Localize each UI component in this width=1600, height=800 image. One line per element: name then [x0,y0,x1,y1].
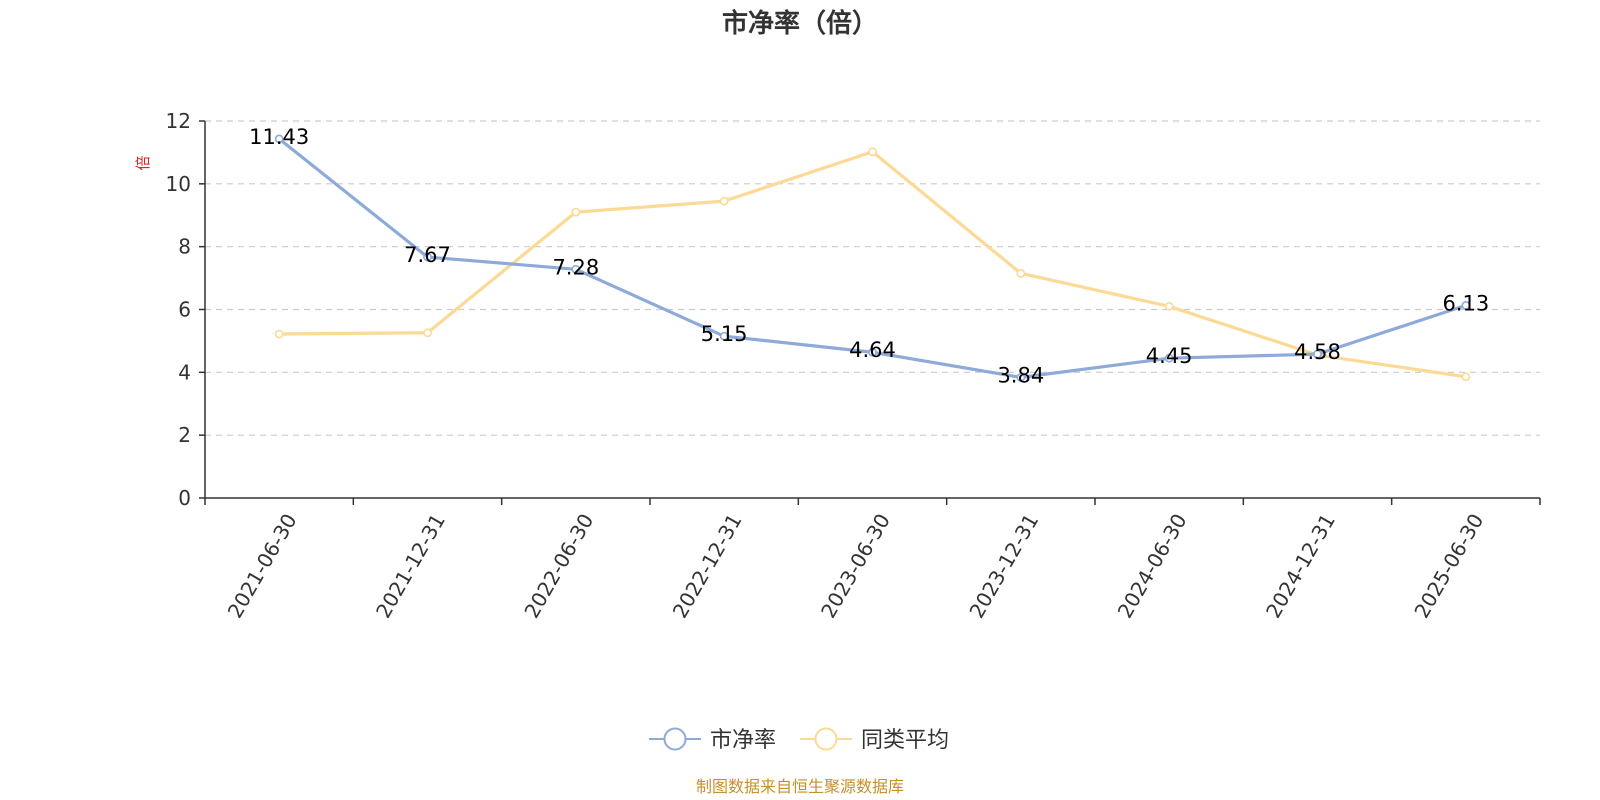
x-tick-label: 2024-06-30 [1113,510,1192,623]
data-point[interactable] [1016,268,1026,278]
data-point[interactable] [1164,353,1174,363]
series-layer [274,134,1471,382]
x-axis-ticks: 2021-06-30 2021-12-31 2022-06-30 2022-12-31… [204,498,1541,623]
y-tick-label: 6 [178,298,191,322]
data-label: 3.84 [997,363,1044,387]
data-point[interactable] [423,328,432,338]
y-tick-label: 10 [166,172,191,196]
data-point[interactable] [1461,301,1471,310]
data-point[interactable] [868,347,877,357]
x-tick-label: 2022-12-31 [668,510,747,623]
legend[interactable]: 市净率 同类平均 [649,727,949,753]
data-point[interactable] [1164,301,1174,311]
data-label: 4.58 [1294,340,1341,364]
x-tick-label: 2022-06-30 [519,510,598,623]
legend-marker-icon [663,727,687,751]
y-tick-label: 4 [178,360,191,384]
legend-label: 市净率 [710,728,776,753]
x-tick-label: 2023-06-30 [816,510,895,623]
x-tick-label: 2024-12-31 [1261,510,1340,623]
x-tick-label: 2021-06-30 [223,510,302,623]
data-point[interactable] [571,264,581,274]
data-point[interactable] [274,134,284,144]
data-label: 7.67 [404,243,451,267]
data-point[interactable] [274,329,284,339]
data-labels: 11.43 7.67 7.28 5.15 4.64 3.84 4.45 4.58 6.13 [249,125,1489,387]
data-label: 7.28 [552,255,599,279]
data-point[interactable] [571,207,581,217]
legend-marker-icon [814,727,838,751]
grid-lines [205,120,1540,436]
data-point[interactable] [1313,349,1322,359]
data-source-note: 制图数据来自恒生聚源数据库 [696,777,904,796]
y-axis-ticks: 0 2 4 6 8 10 12 [166,109,205,510]
data-label: 11.43 [249,125,309,149]
x-tick-label: 2025-06-30 [1409,510,1488,623]
data-label: 4.64 [849,338,896,362]
data-point[interactable] [423,252,432,262]
legend-item-1[interactable]: 同类平均 [800,727,949,753]
y-tick-label: 0 [178,486,191,510]
legend-item-0[interactable]: 市净率 [649,727,776,753]
x-tick-label: 2023-12-31 [964,510,1043,623]
data-label: 4.45 [1146,344,1193,368]
data-label: 5.15 [701,322,748,346]
data-point[interactable] [868,147,877,157]
x-tick-label: 2021-12-31 [371,510,450,623]
y-tick-label: 8 [178,235,191,259]
data-point[interactable] [719,331,729,341]
data-point[interactable] [1461,372,1471,382]
data-point[interactable] [719,196,729,206]
data-point[interactable] [1016,372,1026,382]
chart-title: 市净率（倍） [722,8,878,39]
y-axis-unit: 倍 [134,155,152,170]
y-tick-label: 12 [166,109,191,133]
legend-label: 同类平均 [861,728,949,753]
y-tick-label: 2 [178,423,191,447]
data-label: 6.13 [1442,291,1489,315]
series-0 [274,134,1471,382]
